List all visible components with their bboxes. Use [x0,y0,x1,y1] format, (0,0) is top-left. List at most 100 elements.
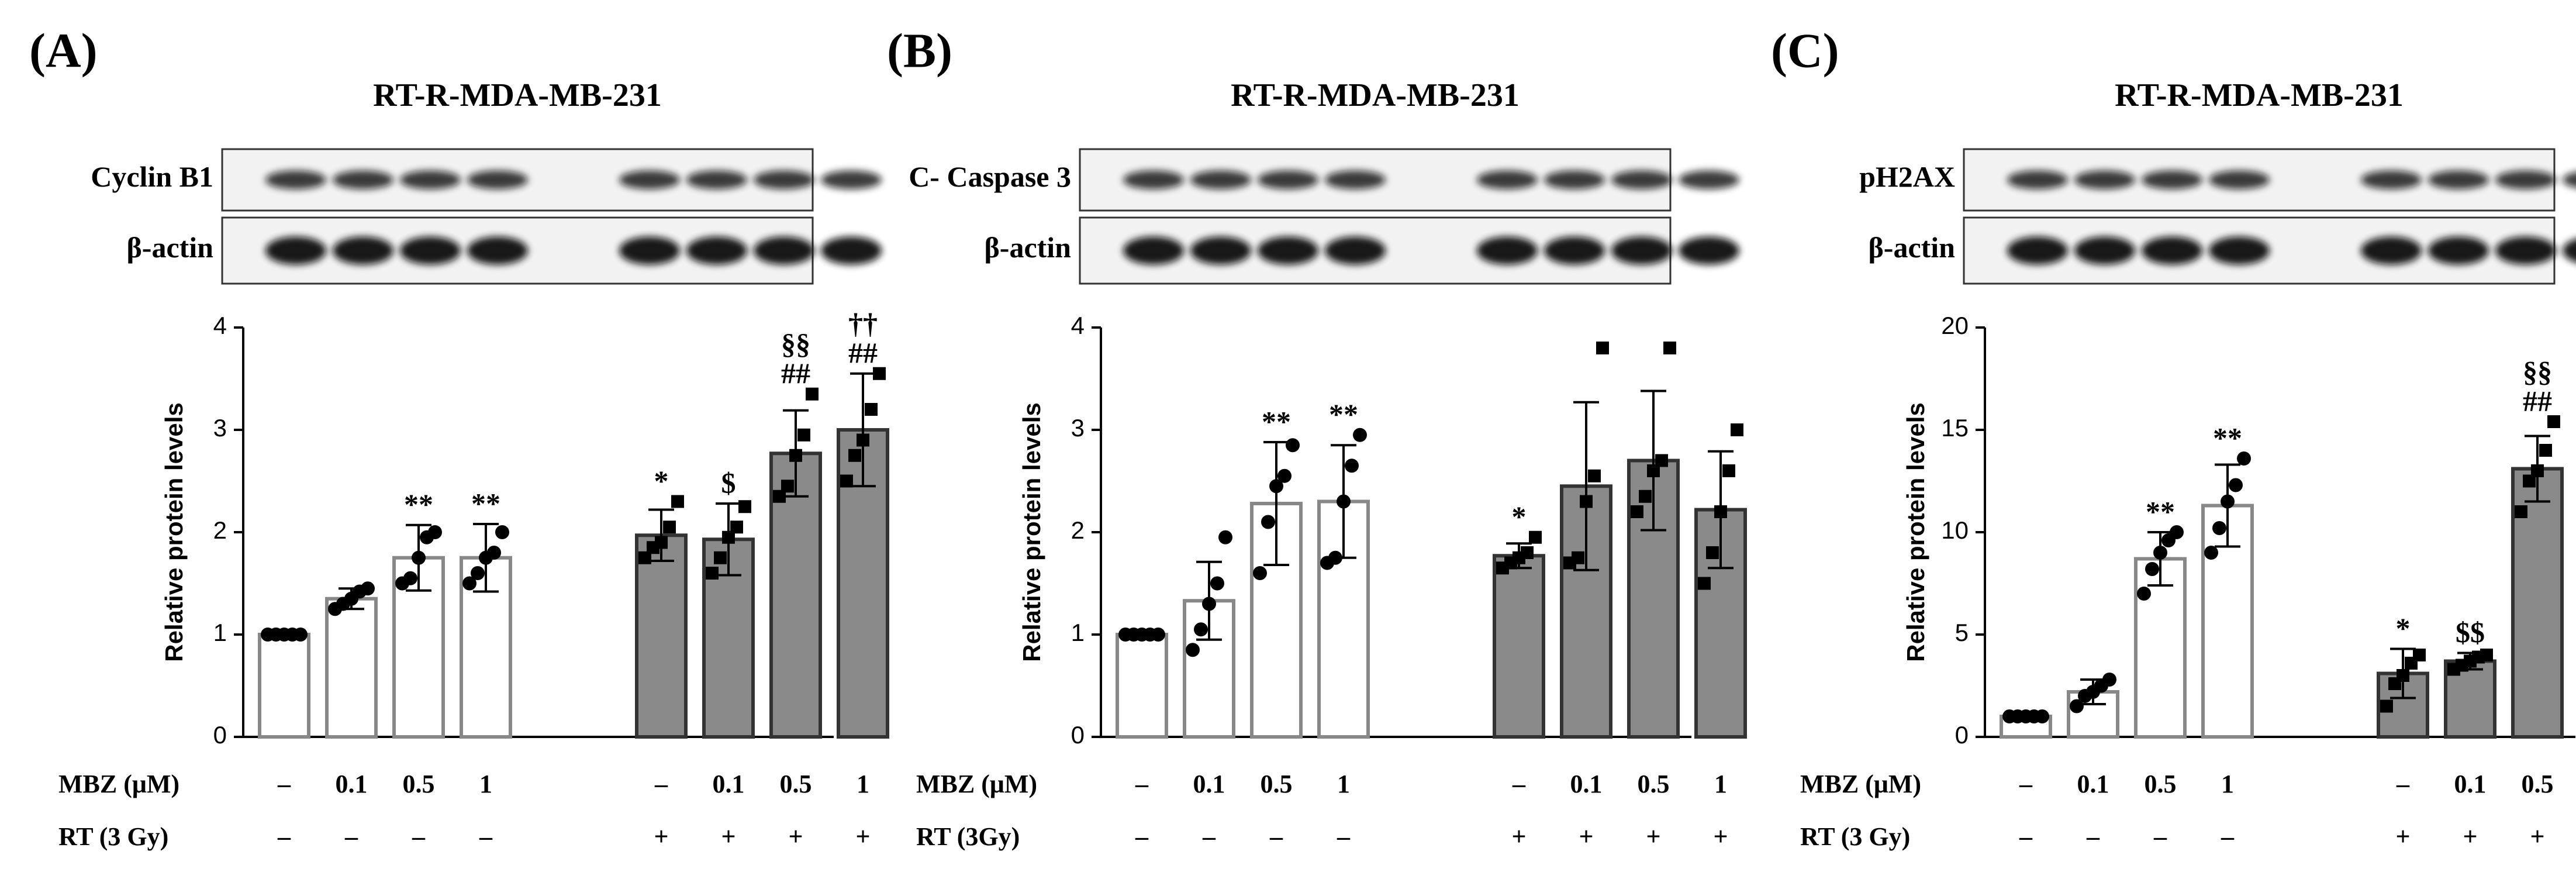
condition-label: 0.5 [2145,770,2177,798]
data-point [2547,415,2560,428]
blot-band [400,170,461,189]
row-label: RT (3 Gy) [58,822,168,851]
row-label: RT (3 Gy) [1800,822,1910,851]
significance-label: * [654,464,669,497]
condition-label: 0.5 [1261,770,1293,798]
data-point [840,474,853,488]
condition-label: – [479,822,493,851]
condition-label: 0.1 [336,770,368,798]
y-tick-label: 20 [1941,312,1969,339]
significance-label: §§ [2523,355,2552,388]
condition-label: – [1135,822,1149,851]
blot-band [686,236,747,265]
panel: (B) RT-R-MDA-MB-231 C- Caspase 3 β-actin 0 1 2… [887,23,1747,851]
data-point [781,480,794,493]
condition-label: – [2153,822,2167,851]
data-point [412,550,426,565]
data-point [2523,474,2536,488]
y-axis-label: Relative protein levels [160,402,188,662]
data-point [1269,479,1283,494]
panel-label: (A) [29,23,98,78]
data-point [865,403,878,416]
data-point [1706,546,1719,559]
significance-label: ** [2146,495,2175,528]
data-point [1647,464,1660,477]
significance-label: $$ [2456,616,2485,649]
significance-label: ## [848,336,878,369]
blot-band [1679,170,1739,189]
condition-label: 1 [2221,770,2234,798]
significance-label: ** [404,488,433,520]
blot-band [1611,236,1672,265]
data-point [1353,428,1367,442]
condition-label: – [277,770,291,798]
data-point [1663,342,1676,354]
blot-band [619,236,680,265]
condition-label: – [2019,822,2033,851]
row-label: MBZ (μM) [916,770,1037,798]
data-point [2153,546,2167,560]
condition-label: 0.5 [1638,770,1670,798]
condition-label: – [412,822,426,851]
y-tick-label: 5 [1955,619,1969,646]
condition-label: – [344,822,358,851]
condition-label: 0.1 [1570,770,1603,798]
significance-label: ** [2213,421,2242,454]
blot-band [1325,170,1386,189]
data-point [663,520,676,534]
data-point [857,433,869,447]
y-tick-label: 2 [213,516,227,544]
condition-label: – [1337,822,1351,851]
y-tick-label: 1 [213,619,227,646]
condition-label: – [2086,822,2100,851]
significance-label: * [2396,612,2411,644]
blot-band [333,236,393,265]
condition-label: – [2396,770,2410,798]
panel-label: (B) [887,23,952,78]
blot-band [265,236,326,265]
panel: (C) RT-R-MDA-MB-231 pH2AX β-actin 0 5 10 15 20 Re… [1771,23,2576,851]
data-point [1337,494,1351,509]
blot-band [754,170,814,189]
bar [325,597,378,739]
y-tick-label: 3 [213,414,227,442]
data-point [1698,577,1711,590]
condition-label: + [1713,822,1728,851]
condition-label: + [2463,822,2477,851]
condition-label: + [788,822,803,851]
blot-label: β-actin [126,231,213,264]
blot-band [821,170,882,189]
row-label: MBZ (μM) [58,770,179,798]
condition-label: + [721,822,735,851]
condition-label: 0.5 [403,770,435,798]
data-point [1655,454,1668,467]
panel-label: (C) [1771,23,1839,78]
condition-label: 0.5 [2522,770,2554,798]
blot-band [400,236,461,265]
data-point [1253,566,1267,580]
data-point [1596,342,1609,354]
data-point [1218,530,1232,544]
data-point [2221,494,2235,509]
data-point [1529,530,1542,544]
condition-label: + [1646,822,1660,851]
condition-label: 0.1 [1193,770,1225,798]
blot-label: pH2AX [1859,160,1955,193]
blot-band [686,170,747,189]
blot-band [467,236,528,265]
data-point [2515,505,2527,518]
data-point [1572,551,1584,564]
data-point [806,387,819,401]
data-point [2070,699,2084,713]
data-point [1328,550,1342,565]
bar [1493,554,1545,739]
data-point [293,628,308,642]
blot-band [1544,170,1605,189]
condition-label: – [2019,770,2033,798]
data-point [2170,525,2184,539]
bar [258,633,310,739]
condition-label: 1 [1714,770,1727,798]
blot-band [821,236,882,265]
data-point [638,551,651,564]
blot-band [1477,236,1538,265]
